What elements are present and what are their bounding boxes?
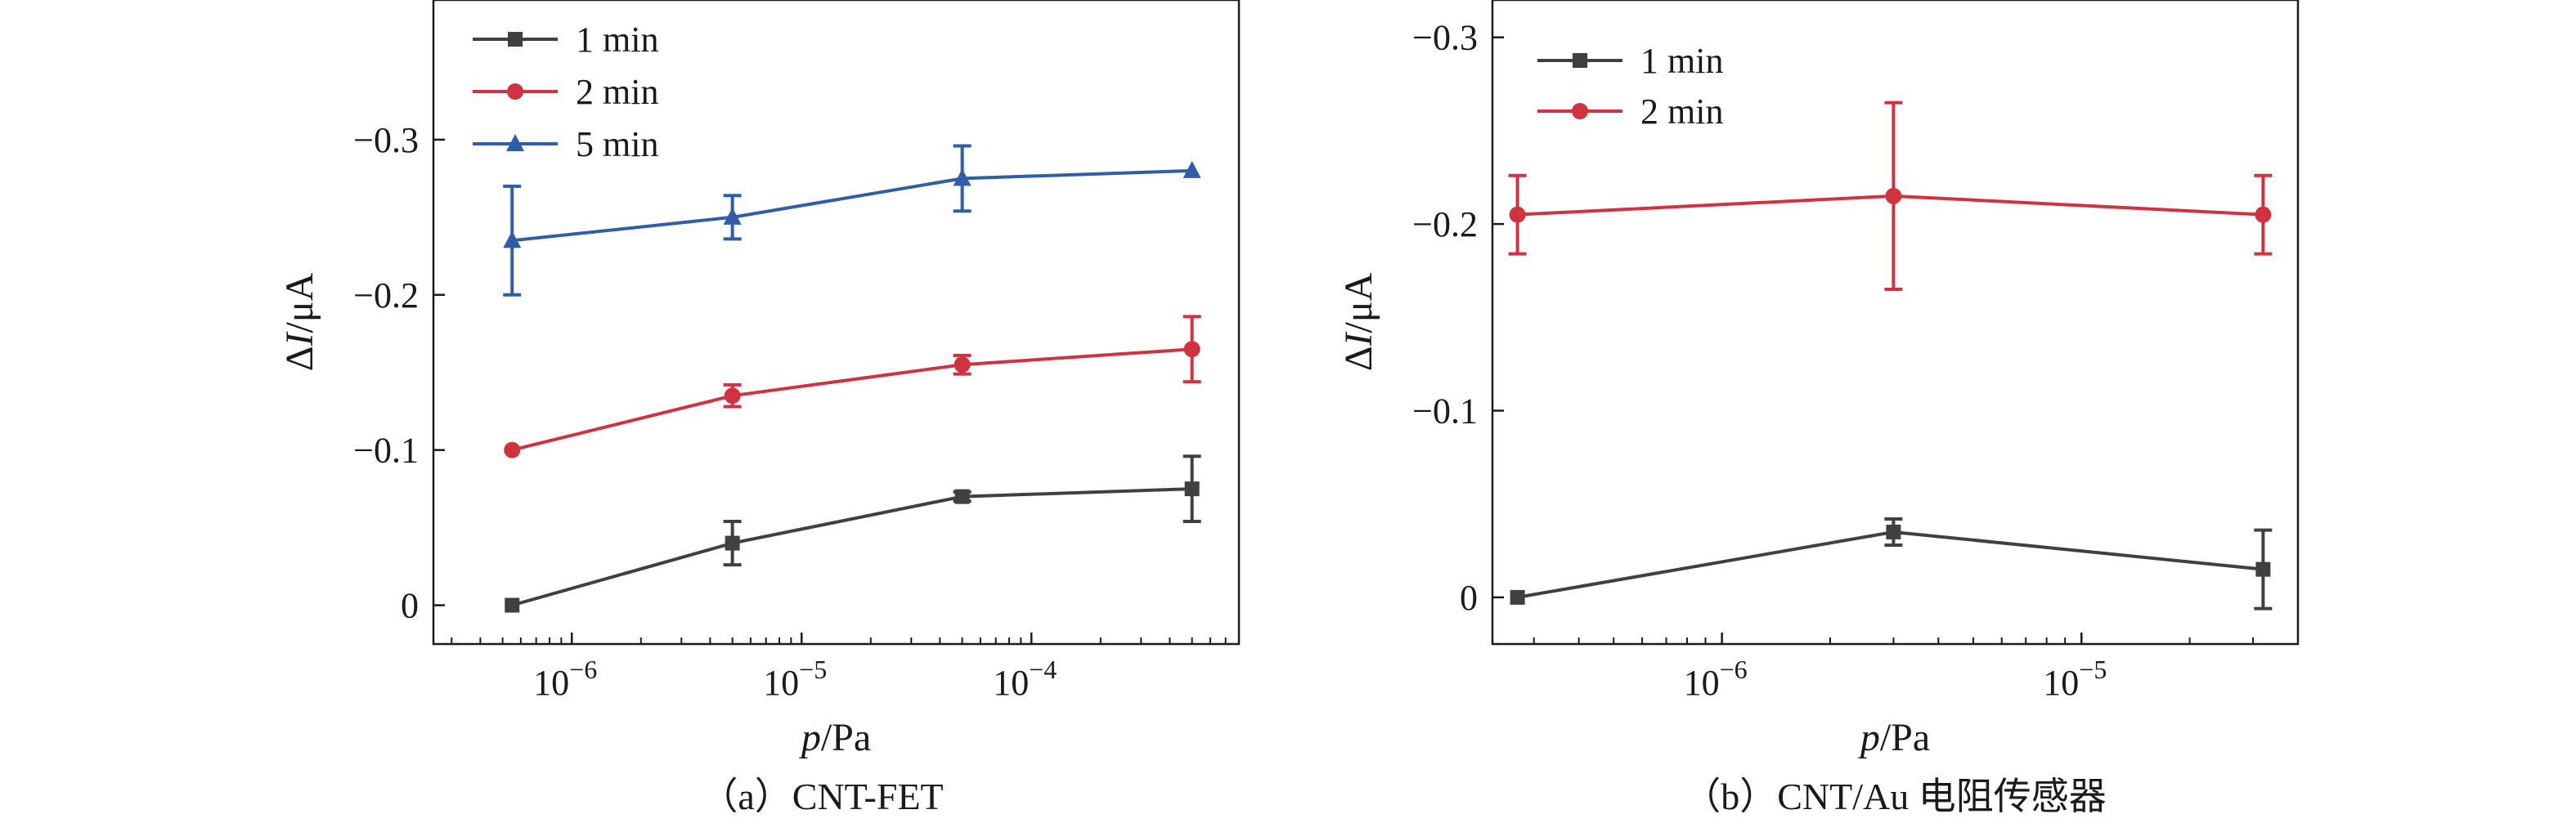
data-point bbox=[503, 230, 522, 248]
legend-label: 2 min bbox=[576, 72, 658, 112]
x-axis-title: p/Pa bbox=[1858, 716, 1930, 759]
legend: 1 min 2 min bbox=[1537, 41, 1723, 132]
data-point bbox=[1509, 206, 1526, 223]
data-point bbox=[953, 168, 972, 186]
legend-label: 2 min bbox=[1640, 92, 1723, 132]
x-tick-base: 10 bbox=[533, 663, 569, 703]
y-axis-title: ΔI/μA bbox=[278, 272, 321, 371]
x-tick-base: 10 bbox=[763, 663, 799, 703]
y-tick-label: 0 bbox=[1460, 578, 1478, 618]
legend-label: 5 min bbox=[576, 124, 658, 164]
legend-marker bbox=[506, 134, 524, 151]
x-axis-title-var: p bbox=[1858, 716, 1880, 759]
y-axis-title-delta: Δ bbox=[278, 346, 321, 371]
series-1-min bbox=[505, 454, 1201, 613]
series-2-min bbox=[504, 315, 1201, 458]
legend-label: 1 min bbox=[576, 20, 658, 60]
legend-marker bbox=[1573, 53, 1587, 68]
data-point bbox=[505, 597, 520, 613]
x-tick-base: 10 bbox=[2043, 663, 2079, 703]
x-tick-label: 10−5 bbox=[2043, 655, 2107, 703]
data-point bbox=[2255, 206, 2272, 223]
y-tick-label: −0.1 bbox=[1412, 391, 1478, 431]
y-axis-title: ΔI/μA bbox=[1337, 272, 1380, 371]
data-point bbox=[954, 356, 971, 374]
series-line bbox=[1517, 530, 2264, 599]
plot-frame bbox=[1491, 0, 2300, 646]
legend-marker bbox=[507, 83, 523, 100]
figure-caption: （b）CNT/Au 电阻传感器 bbox=[1683, 776, 2107, 817]
data-point bbox=[724, 387, 741, 405]
x-tick-label: 10−4 bbox=[993, 655, 1057, 703]
x-tick-base: 10 bbox=[1684, 663, 1720, 703]
series-2-min bbox=[1508, 101, 2273, 292]
legend-marker bbox=[1572, 103, 1588, 119]
data-point bbox=[2255, 561, 2271, 577]
x-axis-title-var: p bbox=[799, 716, 821, 759]
data-point bbox=[1510, 589, 1525, 605]
x-axis-title-unit: /Pa bbox=[1880, 716, 1930, 759]
legend: 1 min 2 min 5 min bbox=[473, 20, 658, 164]
legend-marker bbox=[508, 32, 523, 47]
series-5-min bbox=[503, 144, 1201, 297]
x-tick-base: 10 bbox=[993, 663, 1029, 703]
y-axis-title-var: I bbox=[278, 331, 321, 347]
y-tick-label: −0.1 bbox=[353, 431, 419, 471]
y-tick-label: −0.3 bbox=[1412, 18, 1478, 58]
data-point bbox=[725, 535, 740, 551]
x-tick-label: 10−5 bbox=[763, 655, 827, 703]
data-point bbox=[723, 207, 742, 225]
plot-frame bbox=[432, 0, 1241, 646]
y-axis-title-delta: Δ bbox=[1337, 346, 1380, 371]
data-point bbox=[954, 489, 970, 504]
data-point bbox=[504, 441, 521, 458]
x-tick-label: 10−6 bbox=[1684, 655, 1748, 703]
data-point bbox=[1183, 160, 1201, 178]
series-line bbox=[512, 168, 1192, 243]
x-axis-title-unit: /Pa bbox=[821, 716, 871, 759]
x-tick-exponent: −5 bbox=[799, 655, 827, 684]
data-point bbox=[1886, 524, 1901, 539]
legend-label: 1 min bbox=[1640, 41, 1723, 81]
x-tick-exponent: −5 bbox=[2079, 655, 2107, 684]
y-tick-label: −0.2 bbox=[353, 275, 419, 315]
x-tick-exponent: −6 bbox=[569, 655, 597, 684]
x-tick-exponent: −6 bbox=[1720, 655, 1748, 684]
series-line bbox=[511, 487, 1192, 607]
data-point bbox=[1885, 187, 1902, 204]
x-axis-title: p/Pa bbox=[799, 716, 871, 759]
y-axis-title-var: I bbox=[1337, 331, 1380, 347]
x-tick-label: 10−6 bbox=[533, 655, 597, 703]
y-tick-label: 0 bbox=[401, 586, 419, 626]
data-point bbox=[1184, 481, 1200, 497]
series-1-min bbox=[1510, 517, 2273, 611]
y-tick-label: −0.2 bbox=[1412, 204, 1478, 244]
figure-caption: （a）CNT-FET bbox=[700, 776, 943, 817]
data-point bbox=[1183, 341, 1200, 358]
y-axis-title-unit: /μA bbox=[278, 272, 321, 333]
x-tick-exponent: −4 bbox=[1029, 655, 1057, 684]
series-line bbox=[511, 347, 1192, 452]
y-tick-label: −0.3 bbox=[353, 120, 419, 160]
y-axis-title-unit: /μA bbox=[1337, 272, 1380, 333]
